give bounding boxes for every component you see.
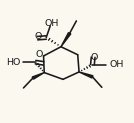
Polygon shape <box>79 72 93 78</box>
Polygon shape <box>32 73 44 79</box>
Text: O: O <box>35 50 43 59</box>
Polygon shape <box>61 33 71 47</box>
Text: OH: OH <box>109 60 124 69</box>
Text: O: O <box>90 53 98 62</box>
Text: HO: HO <box>6 58 20 67</box>
Text: OH: OH <box>44 19 59 28</box>
Text: O: O <box>34 32 42 41</box>
